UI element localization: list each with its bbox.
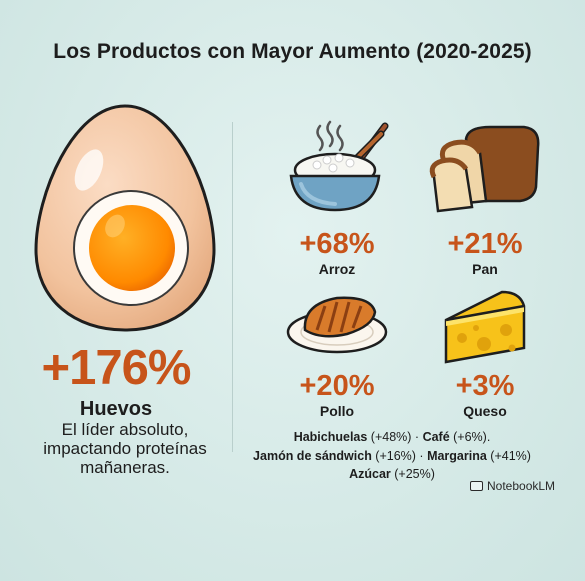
item-name: Pollo [319, 403, 355, 419]
brand-watermark: NotebookLM [470, 478, 555, 494]
bread-icon [428, 125, 540, 215]
brand-name: NotebookLM [487, 479, 556, 493]
item-queso: +3% Queso [410, 370, 560, 419]
item-name: Arroz [318, 261, 356, 277]
hero-percent: +176% [41, 341, 192, 395]
item-percent: +3% [455, 370, 515, 402]
product-name: Azúcar [349, 467, 391, 481]
product-name: Margarina [427, 448, 487, 463]
column-divider [232, 122, 233, 452]
item-arroz: +68% Arroz [262, 228, 412, 277]
product-change: (+16%) · [371, 448, 428, 463]
footer-line-3: Azúcar (+25%) [232, 465, 552, 484]
page-title: Los Productos con Mayor Aumento (2020-20… [53, 40, 532, 63]
notebook-icon [470, 481, 483, 491]
product-name: Jamón de sándwich [253, 448, 372, 463]
item-pan: +21% Pan [410, 228, 560, 277]
item-percent: +21% [447, 228, 523, 260]
footer-line-2: Jamón de sándwich (+16%) · Margarina (+4… [232, 447, 552, 466]
product-change: (+6%). [449, 430, 491, 444]
footer-line-1: Habichuelas (+48%) · Café (+6%). [232, 428, 552, 447]
rice-bowl-icon [285, 118, 393, 214]
cheese-icon [440, 288, 530, 368]
chicken-plate-icon [285, 290, 389, 356]
item-name: Pan [472, 261, 498, 277]
product-name: Habichuelas [293, 430, 368, 444]
item-percent: +20% [299, 370, 375, 402]
other-products-list: Habichuelas (+48%) · Café (+6%). Jamón d… [232, 428, 552, 484]
egg-icon [33, 100, 217, 335]
product-name: Café [422, 430, 450, 444]
hero-name: Huevos [79, 398, 153, 420]
product-change: (+41%) [486, 448, 531, 463]
product-change: (+48%) · [367, 430, 423, 444]
hero-description: El líder absoluto, impactando proteínas … [43, 420, 207, 477]
item-pollo: +20% Pollo [262, 370, 412, 419]
product-change: (+25%) [390, 467, 435, 481]
item-name: Queso [463, 403, 507, 419]
item-percent: +68% [299, 228, 375, 260]
